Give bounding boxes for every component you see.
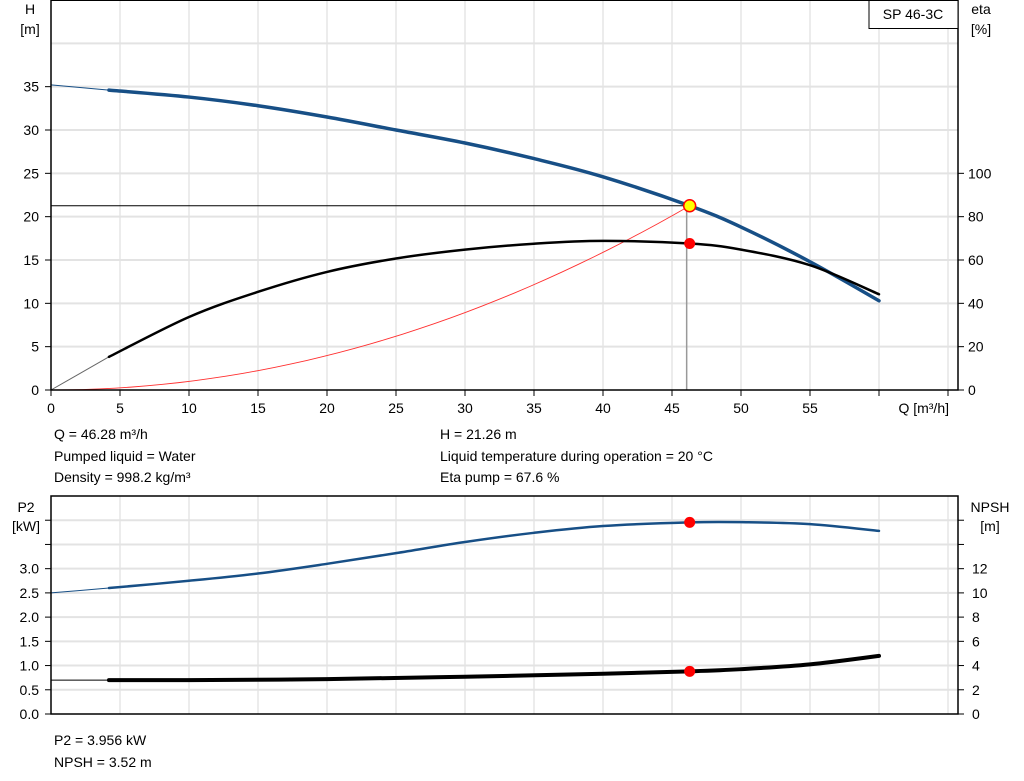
x-tick-label: 30 <box>457 400 473 416</box>
npsh-tick-label: 4 <box>972 658 980 674</box>
eta-tick-label: 80 <box>968 209 984 225</box>
eta-axis-name: eta <box>971 1 991 17</box>
top-axes <box>50 0 959 391</box>
h-tick-label: 20 <box>23 209 39 225</box>
npsh-tick-label: 6 <box>972 633 980 649</box>
eta-duty-marker <box>684 238 696 250</box>
p2-tick-label: 0.0 <box>20 706 40 722</box>
info-liquid: Pumped liquid = Water <box>54 448 196 464</box>
npsh-tick-label: 8 <box>972 609 980 625</box>
npsh-duty-marker <box>684 665 696 677</box>
info-eta: Eta pump = 67.6 % <box>440 469 559 485</box>
info-h: H = 21.26 m <box>440 426 517 442</box>
npsh-tick-label: 0 <box>972 706 980 722</box>
system-curve <box>50 205 690 391</box>
tick-labels: 0 5 10 15 20 25 30 35 40 45 50 55051015202530350204… <box>20 79 992 722</box>
x-tick-label: 0 <box>47 400 55 416</box>
h-tick-label: 10 <box>23 295 39 311</box>
q-axis-label: Q [m³/h] <box>898 400 949 416</box>
info-temperature: Liquid temperature during operation = 20… <box>440 448 713 464</box>
curves <box>50 84 881 683</box>
efficiency-curve <box>107 239 881 359</box>
p2-axis-name: P2 <box>17 499 34 515</box>
x-tick-label: 20 <box>319 400 335 416</box>
power-curve <box>107 520 881 590</box>
info-npsh: NPSH = 3.52 m <box>54 754 152 770</box>
duty-point-marker <box>682 198 697 213</box>
h-tick-label: 30 <box>23 122 39 138</box>
bottom-axes <box>50 495 959 715</box>
top-grid <box>51 0 958 390</box>
x-tick-label: 25 <box>388 400 404 416</box>
bottom-grid <box>51 496 958 714</box>
npsh-tick-label: 12 <box>972 561 988 577</box>
p2-tick-label: 2.5 <box>20 585 40 601</box>
p2-axis-unit: [kW] <box>12 518 40 534</box>
h-tick-label: 5 <box>31 339 39 355</box>
x-tick-label: 5 <box>116 400 124 416</box>
info-p2: P2 = 3.956 kW <box>54 732 147 748</box>
legend-label: SP 46-3C <box>883 6 943 22</box>
npsh-axis-unit: [m] <box>980 518 999 534</box>
h-tick-label: 35 <box>23 79 39 95</box>
npsh-tick-label: 2 <box>972 682 980 698</box>
head-extension <box>50 84 110 91</box>
info-q: Q = 46.28 m³/h <box>54 426 148 442</box>
eta-tick-label: 100 <box>968 165 992 181</box>
p2-tick-label: 1.0 <box>20 658 40 674</box>
x-tick-label: 10 <box>181 400 197 416</box>
p2-tick-label: 0.5 <box>20 682 40 698</box>
npsh-axis-name: NPSH <box>971 499 1010 515</box>
eta-tick-label: 0 <box>968 382 976 398</box>
x-tick-label: 40 <box>595 400 611 416</box>
eta-tick-label: 20 <box>968 339 984 355</box>
x-tick-label: 55 <box>802 400 818 416</box>
efficiency-extension <box>50 356 110 391</box>
power-extension <box>50 587 110 594</box>
h-tick-label: 25 <box>23 165 39 181</box>
eta-tick-label: 60 <box>968 252 984 268</box>
p2-tick-label: 2.0 <box>20 609 40 625</box>
p2-tick-label: 1.5 <box>20 633 40 649</box>
head-curve <box>107 88 881 303</box>
x-tick-label: 35 <box>526 400 542 416</box>
eta-tick-label: 40 <box>968 295 984 311</box>
legend-box <box>868 0 959 29</box>
eta-axis-unit: [%] <box>971 21 991 37</box>
x-tick-label: 50 <box>733 400 749 416</box>
npsh-tick-label: 10 <box>972 585 988 601</box>
x-tick-label: 15 <box>250 400 266 416</box>
p2-duty-marker <box>684 516 696 528</box>
h-tick-label: 15 <box>23 252 39 268</box>
info-density: Density = 998.2 kg/m³ <box>54 469 191 485</box>
h-tick-label: 0 <box>31 382 39 398</box>
p2-tick-label: 3.0 <box>20 561 40 577</box>
axes <box>45 0 964 715</box>
npsh-curve <box>106 653 881 683</box>
h-axis-name: H <box>25 1 35 17</box>
h-axis-unit: [m] <box>20 21 39 37</box>
x-tick-label: 45 <box>664 400 680 416</box>
